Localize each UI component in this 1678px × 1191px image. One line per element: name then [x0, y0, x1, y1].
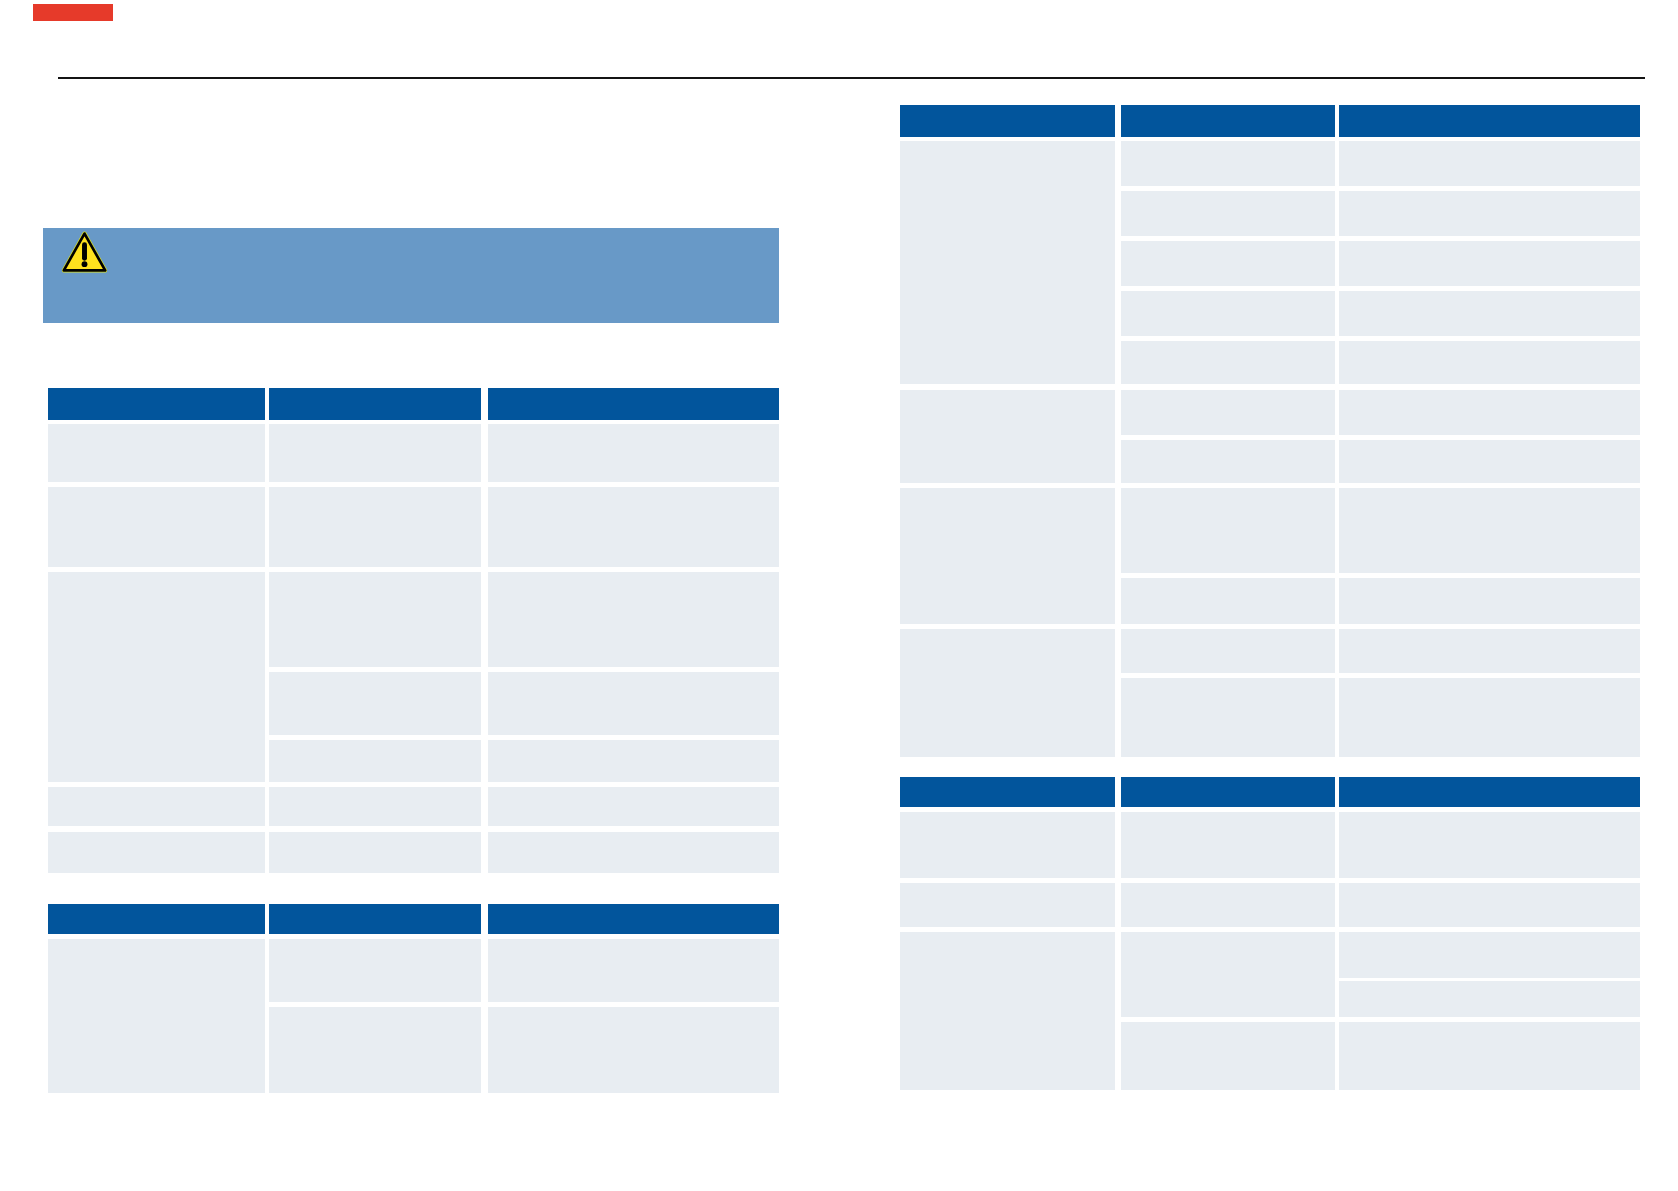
right-table-2-cell — [1339, 981, 1640, 1017]
right-table-1-cell — [1339, 678, 1640, 757]
left-table-2-cell — [269, 1007, 481, 1093]
right-table-1-cell — [1339, 578, 1640, 624]
right-table-2-cell — [1339, 1022, 1640, 1090]
left-table-2-cell — [488, 939, 779, 1002]
red-marker — [33, 4, 113, 21]
right-table-1-cell — [1121, 488, 1335, 573]
right-table-2-cell — [1121, 932, 1335, 1017]
left-table-1-cell — [269, 740, 481, 782]
right-table-2-header-cell — [900, 777, 1115, 807]
left-table-1-cell — [269, 487, 481, 567]
right-table-1-cell — [1121, 678, 1335, 757]
left-table-2-header-cell — [48, 904, 265, 934]
right-table-1-cell — [1121, 341, 1335, 384]
top-rule — [58, 77, 1645, 79]
left-table-1-cell — [488, 424, 779, 482]
left-table-2-header-cell — [488, 904, 779, 934]
left-table-1-cell — [488, 740, 779, 782]
left-table-2-cell — [48, 939, 265, 1093]
warning-triangle-icon — [62, 231, 107, 273]
left-table-1-cell — [48, 424, 265, 482]
right-table-1-cell — [1121, 141, 1335, 186]
left-table-1-cell — [269, 572, 481, 667]
right-table-1-header-cell — [900, 105, 1115, 137]
left-table-1-cell — [488, 487, 779, 567]
right-table-1-header-cell — [1121, 105, 1335, 137]
right-table-2-cell — [1121, 883, 1335, 927]
warning-banner — [43, 228, 779, 323]
right-table-2-cell — [1121, 1022, 1335, 1090]
left-table-1-cell — [488, 672, 779, 735]
right-table-2-cell — [900, 883, 1115, 927]
right-table-1-cell — [1121, 291, 1335, 336]
left-table-1-cell — [48, 487, 265, 567]
right-table-2-header-cell — [1121, 777, 1335, 807]
left-table-1-cell — [48, 572, 265, 782]
right-table-2-cell — [1121, 812, 1335, 878]
right-table-2-cell — [900, 812, 1115, 878]
right-table-1-cell — [1121, 191, 1335, 236]
left-table-1-header-cell — [269, 388, 481, 420]
right-table-1-cell — [1339, 191, 1640, 236]
right-table-2-cell — [1339, 812, 1640, 878]
right-table-1-cell — [1339, 440, 1640, 483]
left-table-1-cell — [269, 787, 481, 826]
left-table-1-cell — [488, 787, 779, 826]
right-table-1-cell — [1121, 578, 1335, 624]
left-table-2-header-cell — [269, 904, 481, 934]
right-table-2-header-cell — [1339, 777, 1640, 807]
right-table-1-cell — [900, 488, 1115, 624]
right-table-1-cell — [1121, 390, 1335, 435]
left-table-2-cell — [488, 1007, 779, 1093]
right-table-1-cell — [1121, 241, 1335, 286]
right-table-1-cell — [900, 141, 1115, 384]
left-table-1-cell — [269, 424, 481, 482]
left-table-1-header-cell — [48, 388, 265, 420]
right-table-1-cell — [1339, 141, 1640, 186]
right-table-2-cell — [1339, 883, 1640, 927]
left-table-2-cell — [269, 939, 481, 1002]
right-table-1-cell — [1339, 488, 1640, 573]
left-table-1-cell — [488, 832, 779, 873]
right-table-1-cell — [1121, 440, 1335, 483]
right-table-1-cell — [1339, 241, 1640, 286]
right-table-1-cell — [1339, 341, 1640, 384]
right-table-1-cell — [1339, 390, 1640, 435]
right-table-1-header-cell — [1339, 105, 1640, 137]
left-table-1-cell — [488, 572, 779, 667]
right-table-1-cell — [1121, 629, 1335, 673]
document-page — [0, 0, 1678, 1191]
right-table-1-cell — [900, 629, 1115, 757]
left-table-1-cell — [48, 832, 265, 873]
left-table-1-header-cell — [488, 388, 779, 420]
left-table-1-cell — [269, 832, 481, 873]
left-table-1-cell — [48, 787, 265, 826]
right-table-1-cell — [1339, 629, 1640, 673]
right-table-2-cell — [1339, 932, 1640, 978]
left-table-1-cell — [269, 672, 481, 735]
right-table-1-cell — [1339, 291, 1640, 336]
right-table-1-cell — [900, 390, 1115, 483]
right-table-2-cell — [900, 932, 1115, 1090]
